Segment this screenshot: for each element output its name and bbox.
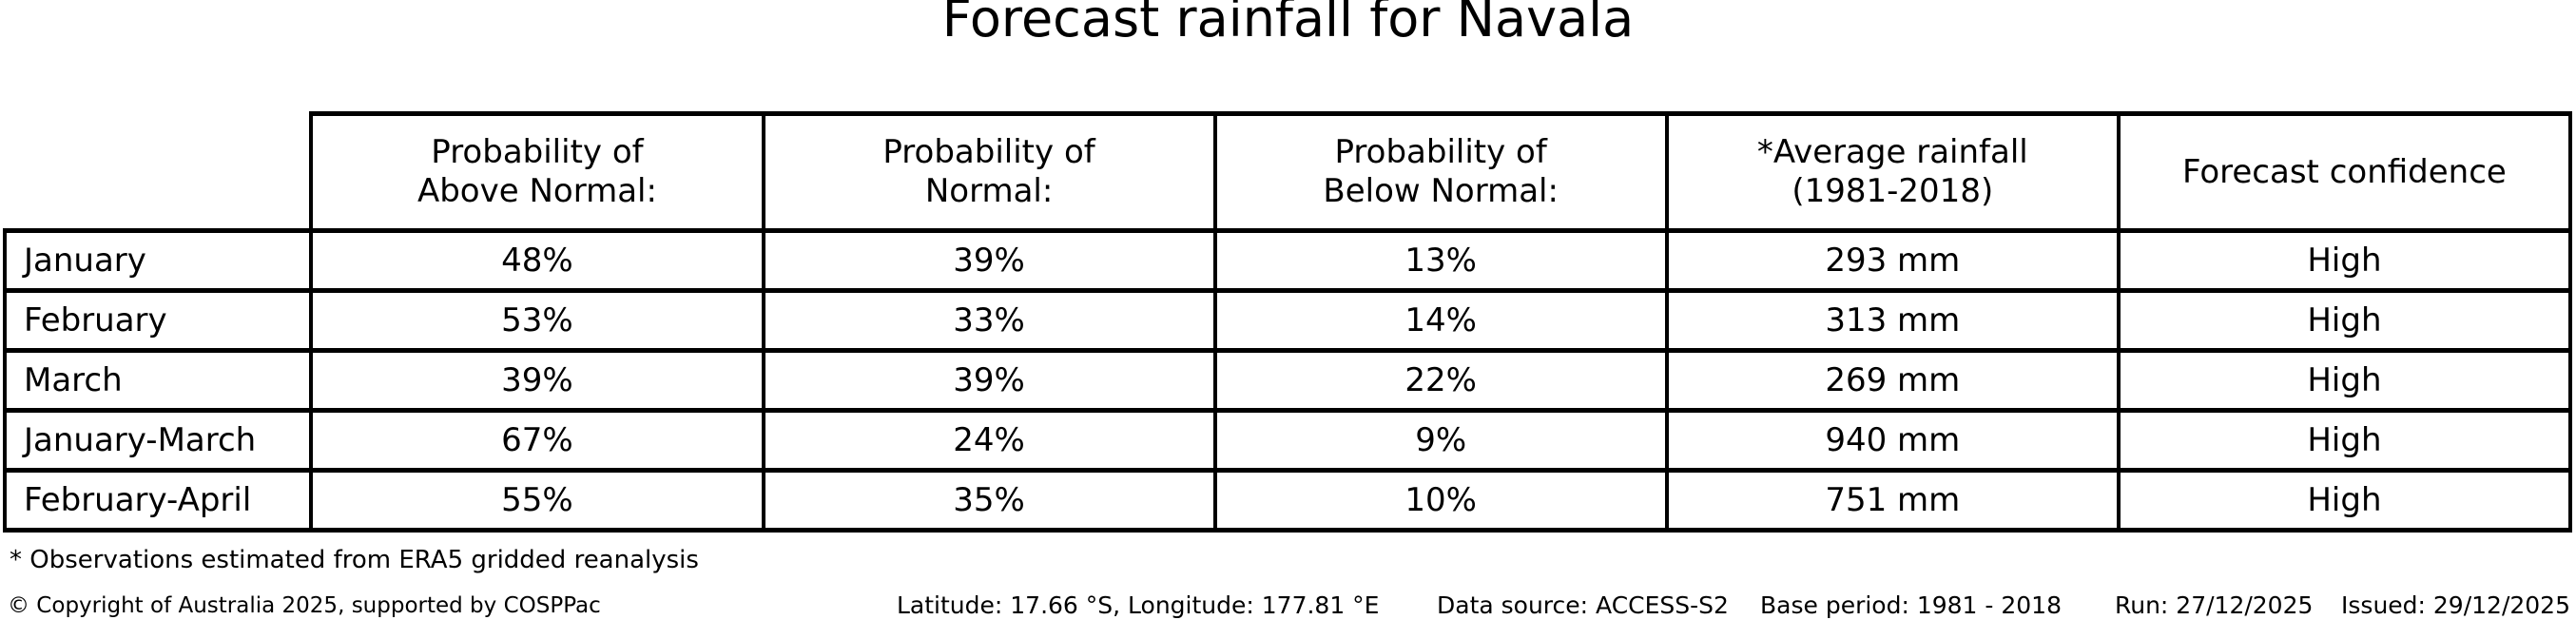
footer-base-period: Base period: 1981 - 2018 [1760, 591, 2062, 619]
table-cell: 33% [761, 288, 1217, 353]
table-cell: 10% [1212, 468, 1669, 533]
table-cell: 39% [309, 348, 765, 413]
footer-run-date: Run: 27/12/2025 [2115, 591, 2314, 619]
footer-issued-date: Issued: 29/12/2025 [2341, 591, 2570, 619]
footnote: * Observations estimated from ERA5 gridd… [10, 546, 699, 574]
table-row-february-april: February-April 55% 35% 10% 751 mm High [2, 468, 2573, 533]
table-cell: High [2116, 348, 2573, 413]
table-cell: 39% [761, 228, 1217, 293]
table-cell: 14% [1212, 288, 1669, 353]
table-cell: 9% [1212, 408, 1669, 473]
row-header: February-April [2, 468, 314, 533]
table-cell: 269 mm [1664, 348, 2121, 413]
table-cell: 13% [1212, 228, 1669, 293]
table-cell: 940 mm [1664, 408, 2121, 473]
header-forecast-confidence: Forecast confidence [2116, 111, 2573, 233]
corner-cell [5, 114, 311, 231]
header-normal: Probability of Normal: [761, 111, 1217, 233]
table-row-march: March 39% 39% 22% 269 mm High [2, 348, 2573, 413]
table-row-february: February 53% 33% 14% 313 mm High [2, 288, 2573, 353]
table-cell: High [2116, 228, 2573, 293]
table-cell: 48% [309, 228, 765, 293]
table-cell: 55% [309, 468, 765, 533]
row-header: January [2, 228, 314, 293]
row-header: January-March [2, 408, 314, 473]
table-cell: High [2116, 468, 2573, 533]
row-header: February [2, 288, 314, 353]
table-cell: 24% [761, 408, 1217, 473]
table-cell: 751 mm [1664, 468, 2121, 533]
table-cell: 35% [761, 468, 1217, 533]
page-title: Forecast rainfall for Navala [941, 0, 1635, 48]
table-cell: 39% [761, 348, 1217, 413]
table-row-january: January 48% 39% 13% 293 mm High [2, 228, 2573, 293]
footer-copyright: © Copyright of Australia 2025, supported… [8, 593, 601, 618]
table-cell: 313 mm [1664, 288, 2121, 353]
table-cell: High [2116, 288, 2573, 353]
table-cell: 22% [1212, 348, 1669, 413]
table-row-january-march: January-March 67% 24% 9% 940 mm High [2, 408, 2573, 473]
table-cell: 53% [309, 288, 765, 353]
header-row: Probability of Above Normal: Probability… [5, 111, 2573, 233]
footer-data-source: Data source: ACCESS-S2 [1437, 591, 1729, 619]
table-cell: High [2116, 408, 2573, 473]
header-average-rainfall: *Average rainfall (1981-2018) [1664, 111, 2121, 233]
footer-location: Latitude: 17.66 °S, Longitude: 177.81 °E [897, 591, 1380, 619]
row-header: March [2, 348, 314, 413]
forecast-table: Probability of Above Normal: Probability… [2, 111, 2573, 533]
table-cell: 293 mm [1664, 228, 2121, 293]
header-above-normal: Probability of Above Normal: [309, 111, 765, 233]
table-cell: 67% [309, 408, 765, 473]
header-below-normal: Probability of Below Normal: [1212, 111, 1669, 233]
